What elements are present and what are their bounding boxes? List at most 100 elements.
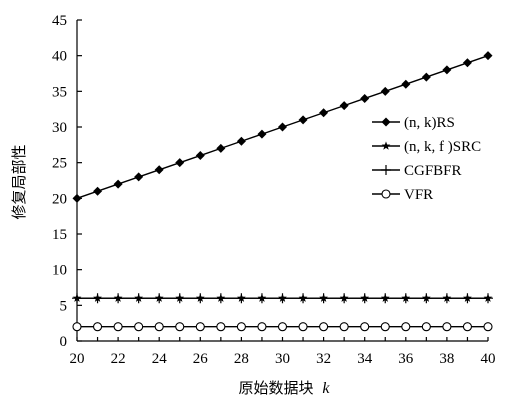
data-point-circle	[319, 322, 329, 332]
legend-label: VFR	[404, 187, 433, 203]
legend-item: (n, k, f )SRC	[372, 139, 481, 155]
data-point-circle	[277, 322, 288, 332]
data-point-circle	[134, 322, 144, 332]
legend-marker-plus	[381, 165, 391, 175]
data-point-diamond	[257, 129, 267, 139]
data-point-diamond	[421, 72, 431, 82]
data-point-plus	[339, 293, 350, 304]
y-axis-label: 修复局部性	[10, 144, 28, 219]
y-tick-label: 40	[52, 49, 67, 65]
data-point-circle	[380, 322, 390, 332]
legend-marker-star	[381, 141, 391, 150]
data-point-plus	[215, 293, 226, 304]
x-tick-label: 28	[234, 351, 249, 367]
data-point-plus	[236, 293, 247, 304]
x-tick-label: 34	[357, 351, 373, 367]
data-point-plus	[441, 293, 452, 304]
x-tick-label: 40	[481, 351, 496, 367]
legend-label: CGFBFR	[404, 163, 462, 179]
legend-item: CGFBFR	[372, 163, 462, 179]
data-point-circle	[216, 322, 226, 332]
y-tick-label: 35	[52, 84, 67, 100]
data-point-circle	[72, 322, 82, 332]
data-point-plus	[154, 293, 165, 304]
data-point-diamond	[175, 158, 185, 168]
data-point-plus	[92, 293, 103, 304]
data-point-circle	[462, 322, 473, 332]
data-point-plus	[72, 293, 82, 304]
data-point-plus	[483, 293, 493, 304]
y-tick-label: 20	[52, 191, 67, 207]
data-point-diamond	[278, 122, 287, 132]
data-point-plus	[113, 293, 124, 304]
data-point-circle	[93, 322, 103, 332]
data-point-circle	[257, 322, 267, 332]
data-point-circle	[360, 322, 370, 332]
data-point-diamond	[401, 79, 411, 89]
series-group	[72, 51, 493, 332]
data-point-diamond	[113, 179, 123, 189]
x-tick-label: 20	[70, 351, 85, 367]
legend-item: VFR	[372, 187, 433, 203]
data-point-diamond	[462, 58, 472, 68]
x-tick-label: 38	[439, 351, 454, 367]
data-point-plus	[174, 293, 185, 304]
legend-label: (n, k)RS	[404, 115, 455, 131]
data-point-circle	[339, 322, 349, 332]
data-point-circle	[113, 322, 123, 332]
data-point-diamond	[319, 108, 329, 118]
data-point-diamond	[154, 165, 164, 175]
legend-item: (n, k)RS	[372, 115, 455, 131]
legend-marker-diamond	[381, 117, 391, 127]
x-axis-label-variable: k	[322, 380, 330, 397]
x-tick-label: 24	[152, 351, 168, 367]
y-tick-label: 15	[52, 227, 67, 243]
x-tick-label: 36	[398, 351, 414, 367]
data-point-plus	[421, 293, 432, 304]
data-point-diamond	[442, 65, 452, 75]
data-point-circle	[298, 322, 308, 332]
y-tick-label: 10	[52, 263, 67, 279]
data-point-plus	[380, 293, 391, 304]
y-tick-label: 0	[60, 334, 68, 350]
data-point-circle	[195, 322, 205, 332]
legend-marker-circle	[381, 189, 391, 199]
data-point-plus	[359, 293, 370, 304]
x-tick-label: 30	[275, 351, 290, 367]
data-point-diamond	[236, 136, 246, 146]
data-point-diamond	[360, 93, 370, 103]
data-point-plus	[195, 293, 206, 304]
y-tick-label: 30	[52, 120, 67, 136]
data-point-plus	[318, 293, 329, 304]
x-tick-label: 22	[111, 351, 126, 367]
data-point-diamond	[380, 86, 390, 96]
data-point-diamond	[93, 186, 103, 196]
data-point-diamond	[195, 151, 205, 161]
series-diamond	[72, 51, 493, 203]
data-point-diamond	[339, 101, 349, 111]
legend: (n, k)RS (n, k, f )SRC CGFBFR VFR	[372, 115, 481, 203]
legend-label: (n, k, f )SRC	[404, 139, 481, 155]
y-ticks: 0 5 10 15 20 25 30 35 40 45	[52, 13, 82, 350]
x-axis-label-text: 原始数据块	[239, 379, 314, 397]
data-point-diamond	[216, 143, 226, 153]
y-tick-label: 5	[60, 298, 68, 314]
x-tick-label: 32	[316, 351, 331, 367]
data-point-plus	[298, 293, 309, 304]
data-point-diamond	[483, 51, 493, 61]
data-point-diamond	[72, 193, 82, 203]
data-point-plus	[462, 293, 473, 304]
data-point-diamond	[298, 115, 308, 125]
data-point-circle	[154, 322, 164, 332]
data-point-circle	[236, 322, 246, 332]
data-point-circle	[401, 322, 411, 332]
data-point-circle	[421, 322, 431, 332]
data-point-plus	[277, 293, 288, 304]
x-tick-label: 26	[193, 351, 209, 367]
data-point-circle	[483, 322, 493, 332]
x-axis-label: 原始数据块 k	[239, 379, 331, 397]
data-point-plus	[133, 293, 144, 304]
x-ticks: 20 22 24 26 28 30 32 34 36 38 40	[70, 337, 496, 367]
data-point-plus	[400, 293, 411, 304]
